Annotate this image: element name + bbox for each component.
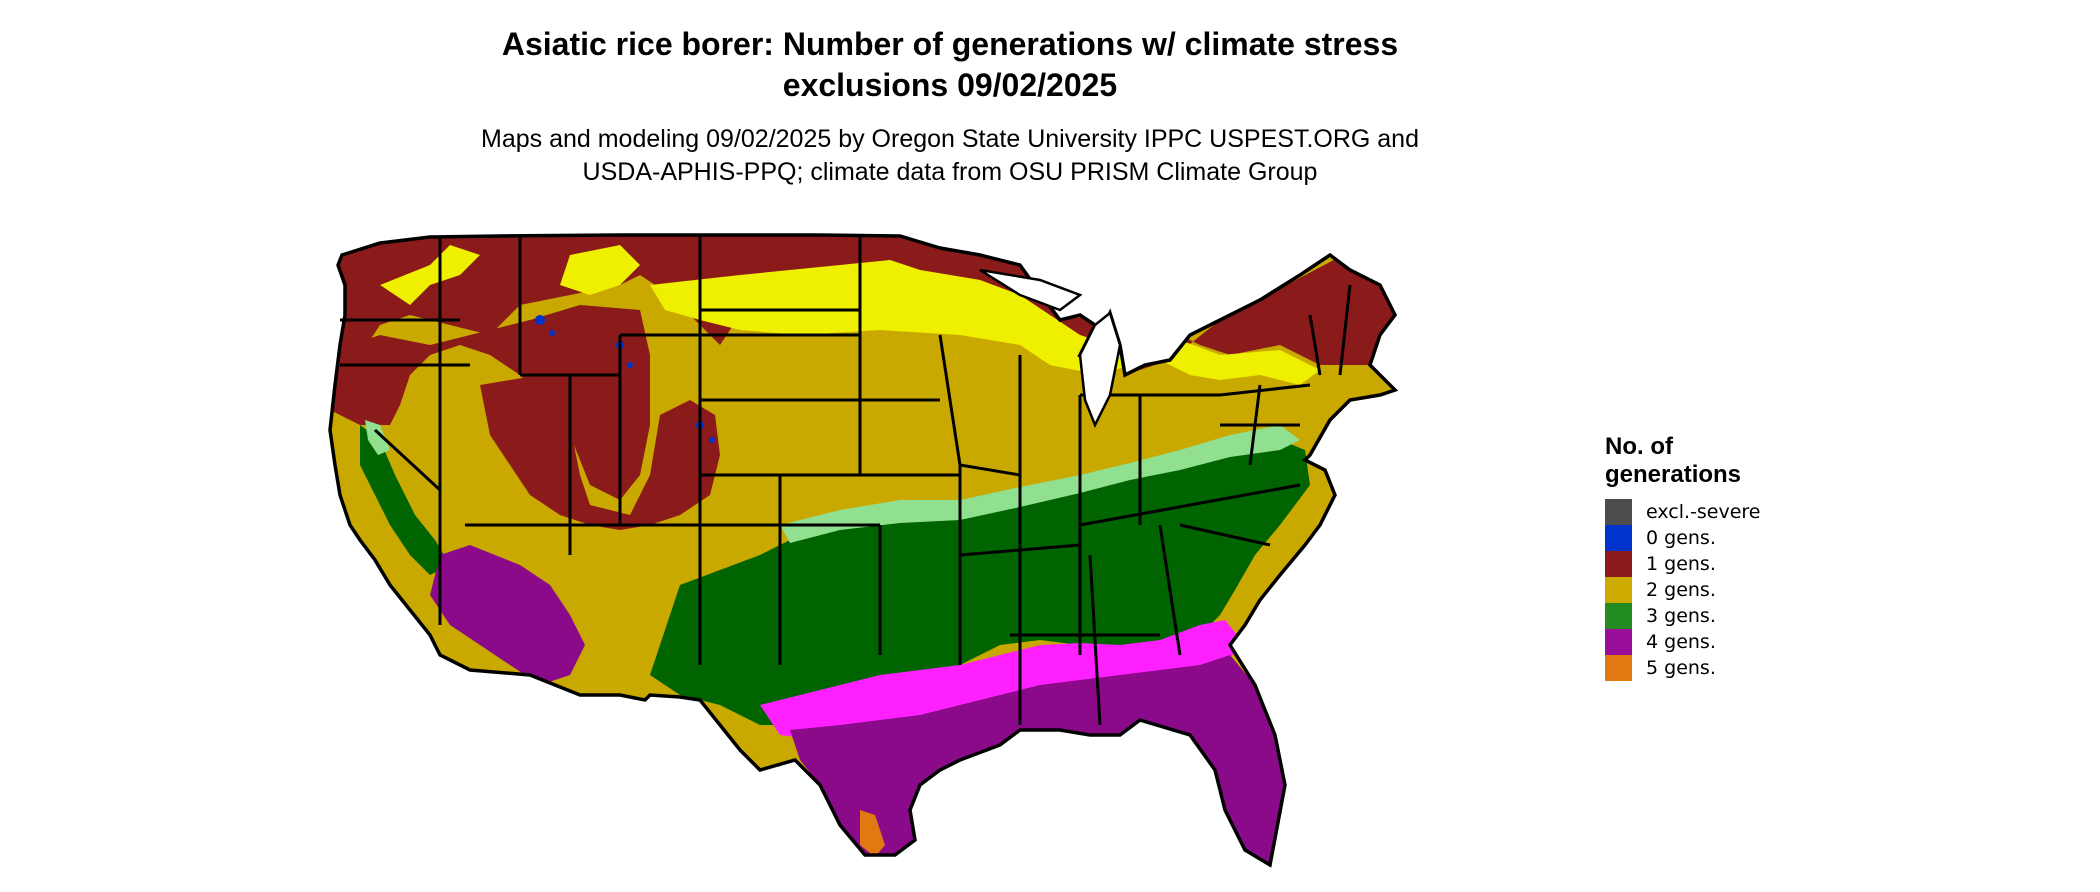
legend-item-5-gens: 5 gens. <box>1605 655 1761 681</box>
map-subtitle: Maps and modeling 09/02/2025 by Oregon S… <box>0 123 1900 189</box>
title-line-1: Asiatic rice borer: Number of generation… <box>501 26 1399 62</box>
zone-1-gens-north <box>330 235 1395 425</box>
zone-2-gens-light-greatlakes <box>1150 340 1320 385</box>
lake-superior <box>979 268 1083 312</box>
zone-2-gens-light-montana <box>560 245 640 295</box>
us-generations-map <box>328 233 1397 867</box>
legend-title-line-1: No. of <box>1605 433 1673 460</box>
subtitle-line-2: USDA-APHIS-PPQ; climate data from OSU PR… <box>582 158 1318 186</box>
legend-item-0-gens: 0 gens. <box>1605 525 1761 551</box>
lake-michigan <box>1078 310 1122 429</box>
zone-2-gens-light-dakotas <box>650 260 1130 375</box>
generation-zones <box>330 235 1395 865</box>
legend-swatch <box>1605 499 1632 525</box>
legend-swatch <box>1605 629 1632 655</box>
legend-swatch <box>1605 577 1632 603</box>
legend-label: 4 gens. <box>1646 631 1716 653</box>
zone-3-gens-california <box>360 425 450 575</box>
zone-3-gens-california-light <box>365 420 390 455</box>
title-line-2: exclusions 09/02/2025 <box>782 67 1118 103</box>
legend-swatch <box>1605 525 1632 551</box>
legend-swatch <box>1605 603 1632 629</box>
legend: No. of generations excl.-severe 0 gens. … <box>1605 433 1761 681</box>
legend-item-2-gens: 2 gens. <box>1605 577 1761 603</box>
legend-label: 5 gens. <box>1646 657 1716 679</box>
legend-item-excl-severe: excl.-severe <box>1605 499 1761 525</box>
legend-item-3-gens: 3 gens. <box>1605 603 1761 629</box>
legend-label: 1 gens. <box>1646 553 1716 575</box>
legend-label: excl.-severe <box>1646 501 1761 523</box>
zone-4-gens-gulf-light <box>760 620 1245 740</box>
zone-1-gens-rockies <box>330 305 650 500</box>
state-borders <box>340 235 1352 726</box>
map-title: Asiatic rice borer: Number of generation… <box>0 24 1900 106</box>
legend-item-1-gens: 1 gens. <box>1605 551 1761 577</box>
legend-label: 0 gens. <box>1646 527 1716 549</box>
legend-swatch <box>1605 551 1632 577</box>
legend-label: 3 gens. <box>1646 605 1716 627</box>
zone-1-gens-rockies-south <box>480 375 720 530</box>
zone-2-gens-light-north <box>380 245 480 305</box>
zone-5-gens-texas-coast <box>860 810 885 857</box>
subtitle-line-1: Maps and modeling 09/02/2025 by Oregon S… <box>481 125 1419 153</box>
legend-item-4-gens: 4 gens. <box>1605 629 1761 655</box>
zone-3-gens-light-band <box>780 425 1300 543</box>
legend-swatch <box>1605 655 1632 681</box>
legend-title-line-2: generations <box>1605 461 1742 488</box>
legend-title: No. of generations <box>1605 433 1761 489</box>
zone-4-gens-desert <box>430 545 585 685</box>
zone-4-gens-gulf <box>790 655 1285 865</box>
legend-label: 2 gens. <box>1646 579 1716 601</box>
